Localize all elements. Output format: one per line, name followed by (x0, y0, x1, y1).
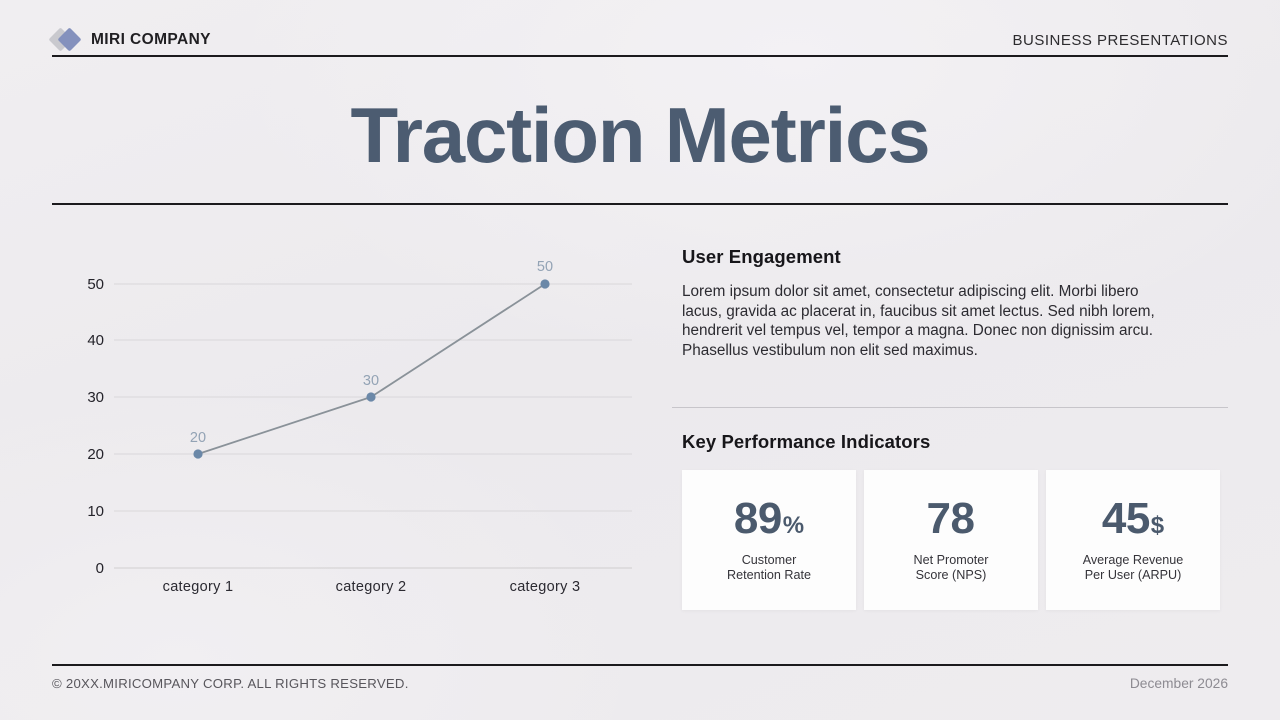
kpi-label: Customer Retention Rate (727, 553, 811, 584)
footer-divider (52, 664, 1228, 666)
engagement-heading: User Engagement (682, 246, 841, 267)
kpi-label-line1: Average Revenue (1082, 552, 1184, 567)
kpi-card-row: 89 % Customer Retention Rate 78 Net Prom… (682, 470, 1220, 610)
traction-line-chart: 50 40 30 20 10 0 20 30 50 category 1 cat (52, 236, 642, 616)
title-divider (52, 203, 1228, 205)
slide-date: December 2026 (1129, 676, 1228, 691)
data-point-marker[interactable] (193, 449, 203, 459)
kpi-label-line1: Net Promoter (913, 552, 989, 567)
kpi-label-line1: Customer (741, 552, 797, 567)
kpi-label: Net Promoter Score (NPS) (914, 553, 989, 584)
kpi-card-customer-retention[interactable]: 89 % Customer Retention Rate (682, 470, 856, 610)
data-point-marker[interactable] (366, 392, 376, 402)
chart-data-points (193, 279, 550, 459)
kpi-value: 78 (926, 493, 976, 543)
kpi-value: 89 % (733, 493, 805, 543)
kpi-number: 89 (733, 493, 782, 543)
kpi-card-average-revenue-per-user[interactable]: 45 $ Average Revenue Per User (ARPU) (1046, 470, 1220, 610)
overlapping-diamonds-icon (48, 27, 82, 52)
data-point-value-label: 50 (537, 259, 553, 275)
page-title: Traction Metrics (350, 91, 931, 179)
data-point-value-label: 30 (363, 373, 379, 389)
kpi-label-line2: Per User (ARPU) (1084, 568, 1182, 582)
x-tick-label: category 1 (163, 579, 234, 595)
engagement-section: User Engagement Lorem ipsum dolor sit am… (682, 246, 1228, 360)
slide-footer: © 20XX.MIRICOMPANY CORP. ALL RIGHTS RESE… (52, 676, 1228, 691)
chart-y-axis-labels: 50 40 30 20 10 0 (87, 276, 104, 577)
slide-header: MIRI COMPANY BUSINESS PRESENTATIONS (48, 24, 1228, 56)
y-tick-label: 50 (87, 276, 104, 293)
chart-value-labels: 20 30 50 (190, 259, 553, 446)
y-tick-label: 10 (87, 503, 104, 520)
chart-gridlines (114, 283, 632, 569)
y-tick-label: 20 (87, 446, 104, 463)
brand-name: MIRI COMPANY (91, 31, 211, 48)
y-tick-label: 0 (96, 560, 104, 577)
data-point-marker[interactable] (540, 279, 550, 289)
x-tick-label: category 2 (336, 579, 407, 595)
kpi-label: Average Revenue Per User (ARPU) (1083, 553, 1184, 584)
kpi-unit: % (782, 511, 805, 539)
data-point-value-label: 20 (190, 430, 206, 446)
brand: MIRI COMPANY (48, 27, 211, 52)
kpi-number: 45 (1101, 493, 1150, 543)
kpi-label-line2: Score (NPS) (915, 568, 987, 582)
section-divider (672, 407, 1228, 408)
chart-svg: 50 40 30 20 10 0 20 30 50 category 1 cat (87, 259, 632, 595)
y-tick-label: 30 (87, 389, 104, 406)
chart-x-axis-labels: category 1 category 2 category 3 (163, 579, 581, 595)
kpi-unit: $ (1150, 511, 1165, 539)
y-tick-label: 40 (87, 332, 104, 349)
chart-line-series (197, 283, 546, 455)
kpi-card-net-promoter-score[interactable]: 78 Net Promoter Score (NPS) (864, 470, 1038, 610)
header-category-label: BUSINESS PRESENTATIONS (1012, 31, 1228, 49)
kpi-label-line2: Retention Rate (726, 568, 811, 582)
kpi-heading: Key Performance Indicators (682, 431, 931, 452)
engagement-body: Lorem ipsum dolor sit amet, consectetur … (682, 283, 1155, 359)
kpi-number: 78 (926, 493, 975, 543)
header-divider (52, 55, 1228, 57)
x-tick-label: category 3 (510, 579, 581, 595)
copyright-text: © 20XX.MIRICOMPANY CORP. ALL RIGHTS RESE… (52, 676, 409, 691)
kpi-value: 45 $ (1101, 493, 1165, 543)
